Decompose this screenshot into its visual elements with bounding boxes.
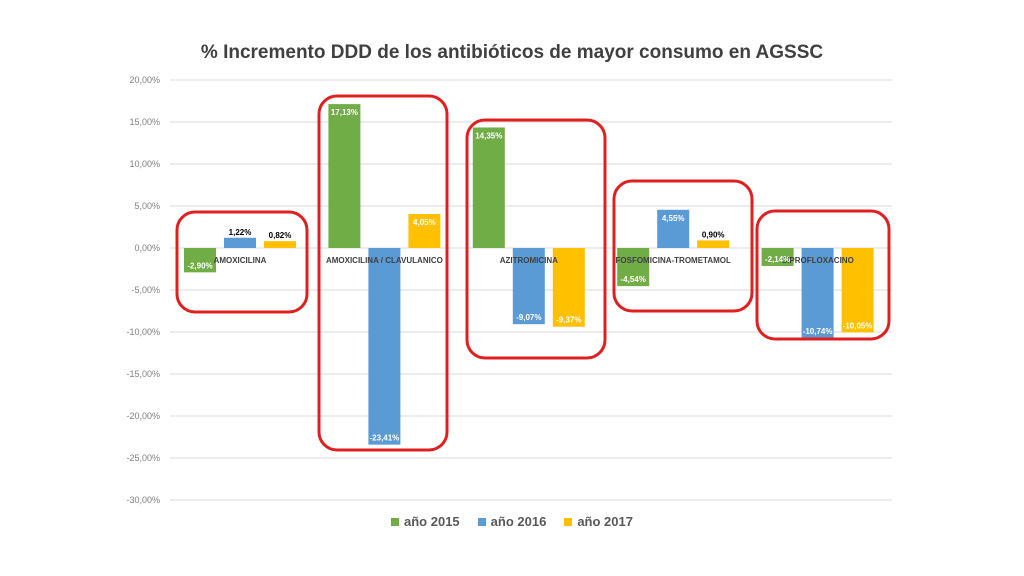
- y-tick-label: 0,00%: [134, 243, 160, 253]
- legend-swatch-2017: [564, 517, 573, 526]
- y-tick-label: 15,00%: [129, 117, 160, 127]
- data-label: -23,41%: [370, 434, 400, 443]
- bar-año-2015-0: [184, 248, 216, 273]
- category-label: CIPROFLOXACINO: [781, 256, 853, 265]
- legend: año 2015 año 2016 año 2017: [0, 514, 1024, 529]
- y-axis-ticks: 20,00% 15,00% 10,00% 5,00% 0,00% -5,00% -10,00…: [126, 75, 160, 505]
- y-tick-label: -25,00%: [126, 453, 160, 463]
- data-label: 4,05%: [413, 218, 436, 227]
- bars: [184, 104, 874, 445]
- bar-año-2015-3: [617, 248, 650, 287]
- bar-año-2015-2: [472, 127, 505, 248]
- y-tick-label: -5,00%: [131, 285, 160, 295]
- data-label: -2,14%: [765, 255, 790, 264]
- category-label: AMOXICILINA: [214, 256, 267, 265]
- highlight-box: [612, 179, 754, 313]
- data-label: 4,55%: [662, 214, 685, 223]
- data-label: 0,90%: [702, 230, 725, 239]
- gridlines: [170, 79, 892, 501]
- y-tick-label: 20,00%: [129, 75, 160, 85]
- y-tick-label: -15,00%: [126, 369, 160, 379]
- highlight-box: [755, 209, 891, 341]
- data-label: -2,90%: [187, 261, 212, 270]
- y-tick-label: -30,00%: [126, 495, 160, 505]
- highlight-box: [465, 118, 607, 360]
- y-tick-label: -20,00%: [126, 411, 160, 421]
- data-label: -9,07%: [516, 313, 541, 322]
- category-label: AMOXICILINA / CLAVULANICO: [326, 256, 443, 265]
- y-tick-label: 5,00%: [134, 201, 160, 211]
- legend-item-2015: año 2015: [391, 514, 460, 529]
- data-label: 0,82%: [269, 231, 292, 240]
- bar-año-2017-1: [408, 213, 441, 248]
- highlight-box: [317, 94, 449, 452]
- data-label: -10,74%: [803, 327, 833, 336]
- bar-año-2015-4: [761, 248, 794, 266]
- legend-swatch-2016: [477, 517, 486, 526]
- legend-swatch-2015: [391, 517, 400, 526]
- legend-label-2015: año 2015: [404, 514, 460, 529]
- category-label: AZITROMICINA: [500, 256, 558, 265]
- data-labels: -2,90% 1,22% 0,82% 17,13% -23,41% 4,05% 14,35%…: [187, 108, 872, 443]
- data-label: -4,54%: [621, 275, 646, 284]
- highlight-box: [175, 210, 309, 314]
- legend-item-2017: año 2017: [564, 514, 633, 529]
- bar-año-2016-4: [801, 248, 834, 339]
- legend-label-2016: año 2016: [490, 514, 547, 529]
- y-tick-label: -10,00%: [126, 327, 160, 337]
- bar-año-2016-1: [368, 248, 401, 445]
- bar-año-2016-0: [224, 237, 256, 248]
- bar-año-2015-1: [328, 104, 361, 248]
- data-label: 1,22%: [229, 228, 252, 237]
- data-label: -10,05%: [843, 321, 873, 330]
- data-label: -9,37%: [556, 316, 581, 325]
- bar-año-2017-3: [697, 240, 730, 248]
- bar-año-2017-0: [264, 241, 296, 248]
- y-tick-label: 10,00%: [129, 159, 160, 169]
- data-label: 14,35%: [475, 131, 502, 140]
- legend-item-2016: año 2016: [477, 514, 547, 529]
- data-label: 17,13%: [331, 108, 358, 117]
- bar-año-2016-3: [657, 209, 690, 248]
- highlight-boxes: [175, 94, 891, 452]
- category-label: FOSFOMICINA-TROMETAMOL: [616, 256, 732, 265]
- bar-año-2016-2: [512, 248, 545, 325]
- bar-año-2017-2: [552, 248, 585, 327]
- bar-año-2017-4: [841, 248, 874, 333]
- chart-title: % Incremento DDD de los antibióticos de …: [200, 42, 824, 63]
- legend-label-2017: año 2017: [577, 514, 633, 529]
- category-labels: AMOXICILINA AMOXICILINA / CLAVULANICO AZIT…: [214, 256, 854, 265]
